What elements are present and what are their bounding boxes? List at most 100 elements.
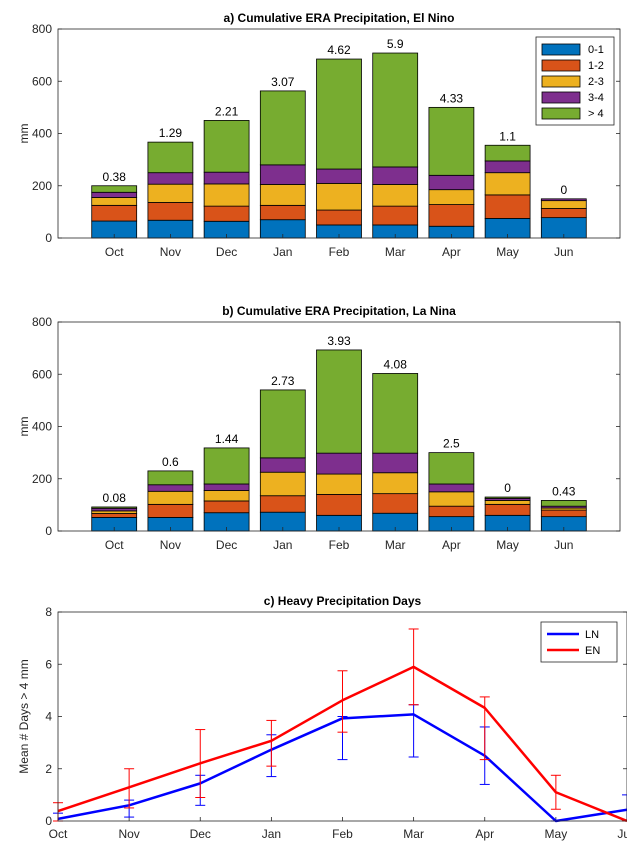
panel-a-ytick-label: 0 [45, 231, 52, 245]
panel-c-heavy-precip-days: 0 2 4 6 8 c) Heavy Precipitation Days Mean # D… [17, 594, 627, 841]
panel-a-ytick-label: 600 [32, 74, 52, 88]
panel-b-xtick-label: May [496, 538, 519, 552]
panel-b-bar-label: 0.08 [103, 491, 127, 505]
panel-b-xtick-label: Nov [160, 538, 181, 552]
panel-a-bar-jan-seg3 [259, 164, 306, 185]
panel-b-bar-dec-seg4 [203, 447, 250, 485]
panel-a-bar-dec-seg2 [203, 183, 250, 207]
panel-b-ytick-label: 600 [32, 367, 52, 381]
panel-b-bar-oct-seg4 [91, 506, 138, 509]
panel-b-bar-feb-seg3 [316, 452, 362, 475]
panel-a-bar-jan-seg4 [259, 90, 306, 166]
panel-a-bar-may-seg1 [484, 194, 531, 219]
panel-b-bar-nov-seg3 [147, 484, 194, 492]
panel-a-legend-label: 1-2 [588, 60, 604, 72]
panel-c-line-en [57, 665, 627, 823]
panel-a-xtick-label: Oct [105, 245, 124, 259]
panel-b-xtick-label: Apr [442, 538, 461, 552]
panel-a-ytick-label: 800 [32, 22, 52, 36]
panel-a-bar-jun-seg1 [540, 208, 587, 219]
panel-a-xtick-label: Dec [216, 245, 237, 259]
panel-b-bar-label: 2.5 [443, 437, 460, 451]
panel-b-la-nina: 0 200 400 600 800 b) Cumulative ERA Precipita… [17, 304, 621, 552]
panel-a-bar-label: 0.38 [103, 170, 127, 184]
panel-a-xtick-label: Mar [385, 245, 406, 259]
panel-b-bar-label: 0.6 [162, 455, 179, 469]
panel-a-bar-label: 3.07 [271, 75, 295, 89]
panel-a-xtick-label: Nov [160, 245, 181, 259]
panel-b-bar-feb-seg2 [316, 473, 362, 495]
panel-b-xtick-label: Feb [329, 538, 350, 552]
panel-b-xtick-label: Jan [273, 538, 292, 552]
panel-b-bar-may-seg1 [484, 503, 531, 516]
panel-c-ytick-label: 6 [45, 657, 52, 671]
panel-b-bar-jan-seg4 [259, 389, 306, 459]
panel-a-ylabel: mm [17, 124, 31, 144]
panel-c-axes-frame [57, 611, 627, 822]
panel-a-legend-label: > 4 [588, 108, 604, 120]
panel-b-bar-apr-seg3 [428, 483, 475, 493]
panel-b-bar-nov-seg4 [147, 470, 194, 486]
panel-a-legend-swatch [541, 75, 581, 88]
panel-b-bar-nov-seg2 [147, 490, 194, 505]
panel-a-bar-dec-seg1 [203, 205, 250, 222]
panel-b-xtick-label: Mar [385, 538, 406, 552]
panel-c-ylabel: Mean # Days > 4 mm [17, 659, 31, 773]
panel-a-xtick-label: Apr [442, 245, 461, 259]
panel-a-legend-swatch [541, 91, 581, 104]
panel-c-ytick-label: 4 [45, 710, 52, 724]
panel-c-xtick-label: Nov [118, 827, 139, 841]
panel-a-bar-feb-seg2 [316, 182, 362, 211]
panel-b-bar-mar-seg2 [372, 472, 419, 495]
panel-b-bar-label: 1.44 [215, 432, 239, 446]
panel-c-xtick-label: May [545, 827, 568, 841]
panel-b-bar-may-seg2 [484, 500, 531, 505]
panel-c-ytick-label: 2 [45, 762, 52, 776]
panel-a-bar-apr-seg4 [428, 106, 475, 176]
panel-b-bar-dec-seg2 [203, 490, 250, 502]
panel-a-ytick-label: 200 [32, 179, 52, 193]
panel-c-xtick-label: Jan [262, 827, 281, 841]
panel-b-bar-mar-seg4 [372, 373, 419, 454]
panel-b-ylabel: mm [17, 417, 31, 437]
panel-c-xtick-label: Oct [49, 827, 68, 841]
panel-a-bar-apr-seg1 [428, 204, 475, 227]
panel-a-bar-nov-seg1 [147, 202, 194, 221]
panel-c-ytick-label: 0 [45, 814, 52, 828]
panel-a-bar-oct-seg1 [91, 204, 138, 222]
panel-a-bar-mar-seg2 [372, 184, 419, 207]
panel-b-axes-frame [57, 321, 621, 532]
panel-b-bar-dec-seg3 [203, 483, 250, 491]
panel-a-bar-nov-seg3 [147, 172, 194, 185]
panel-b-bar-jan-seg3 [259, 457, 306, 473]
panel-a-bar-oct-seg3 [91, 191, 138, 198]
panel-a-bar-jan-seg2 [259, 184, 306, 206]
panel-b-bar-oct-seg1 [91, 513, 138, 518]
panel-c-xtick-label: Feb [332, 827, 353, 841]
panel-b-bar-jan-seg1 [259, 495, 306, 513]
panel-a-bar-oct-seg4 [91, 185, 138, 193]
panel-b-bar-feb-seg4 [316, 349, 362, 454]
panel-b-bar-nov-seg1 [147, 503, 194, 518]
panel-c-xtick-label: Mar [403, 827, 424, 841]
panel-a-bar-label: 2.21 [215, 104, 239, 118]
panel-a-bar-nov-seg4 [147, 141, 194, 174]
panel-b-bar-apr-seg2 [428, 491, 475, 507]
panel-a-xtick-label: Jun [554, 245, 573, 259]
panel-b-bar-jun-seg4 [540, 500, 587, 507]
panel-a-legend-label: 3-4 [588, 92, 604, 104]
panel-a-ytick-label: 400 [32, 127, 52, 141]
panel-b-bar-jan-seg2 [259, 471, 306, 497]
panel-a-el-nino: 0 200 400 600 800 a) Cumulative ERA Precipita… [17, 11, 621, 259]
panel-a-legend-label: 0-1 [588, 44, 604, 56]
panel-a-axes-frame [57, 28, 621, 239]
panel-a-bar-dec-seg3 [203, 171, 250, 185]
panel-b-bar-apr-seg4 [428, 452, 475, 485]
panel-c-ytick-label: 8 [45, 605, 52, 619]
panel-a-bar-jan-seg1 [259, 204, 306, 221]
panel-a-title: a) Cumulative ERA Precipitation, El Nino [224, 11, 455, 25]
panel-a-bar-may-seg3 [484, 160, 531, 174]
panel-a-xtick-label: Jan [273, 245, 292, 259]
panel-c-legend-label: LN [585, 629, 599, 641]
